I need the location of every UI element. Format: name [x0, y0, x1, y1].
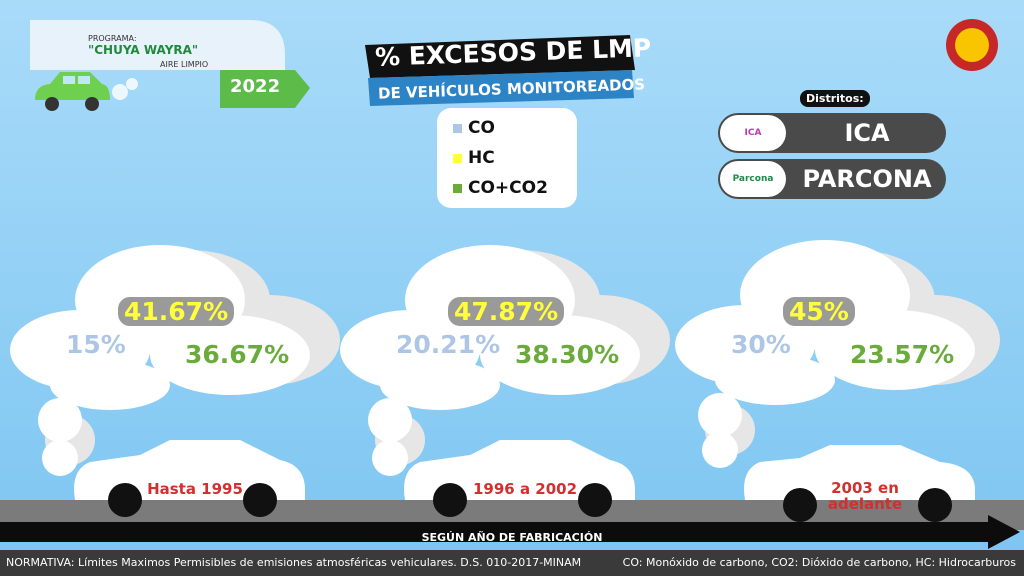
co-value: 15% [66, 330, 126, 359]
year: 2022 [230, 76, 281, 97]
legend-label: CO [468, 118, 495, 138]
subtitle-bg [368, 70, 634, 106]
legend-label: CO+CO2 [468, 178, 548, 198]
co-co2-value: 23.57% [850, 340, 955, 369]
district-pill: Parcona PARCONA [718, 159, 946, 199]
hc-value: 41.67% [118, 297, 235, 326]
legend-swatch [453, 124, 462, 133]
co-value: 30% [731, 330, 791, 359]
footer-norm: NORMATIVA: Límites Maximos Permisibles d… [6, 556, 582, 569]
green-car [35, 72, 138, 111]
axis-label: SEGÚN AÑO DE FABRICACIÓN [421, 531, 603, 544]
district-logo: ICA [720, 115, 786, 151]
program-label: PROGRAMA: [88, 34, 137, 43]
footer-bg [0, 550, 1024, 576]
axis-bar [0, 522, 990, 542]
title-bg [365, 35, 635, 78]
co-co2-value: 38.30% [515, 340, 620, 369]
hc-value: 47.87% [448, 297, 565, 326]
co-co2-value: 36.67% [185, 340, 290, 369]
district-name: PARCONA [802, 165, 932, 193]
hc-value: 45% [783, 297, 855, 326]
program-subtitle: AIRE LIMPIO [160, 60, 209, 69]
period-label: Hasta 1995 [147, 480, 243, 498]
district-logo: Parcona [720, 161, 786, 197]
clouds [10, 240, 975, 476]
period-label: 1996 a 2002 [472, 480, 578, 498]
uni-logo-inner [955, 28, 989, 62]
program-banner [30, 20, 285, 70]
footer-abbrev: CO: Monóxido de carbono, CO2: Dióxido de… [622, 556, 1016, 569]
district-name: ICA [844, 119, 890, 147]
legend-box [437, 108, 577, 208]
cars [74, 440, 975, 522]
program-name: "CHUYA WAYRA" [88, 43, 199, 57]
legend-swatch [453, 154, 462, 163]
co-value: 20.21% [396, 330, 501, 359]
period-label: 2003 en adelante [827, 479, 903, 513]
axis-arrow [988, 515, 1020, 549]
legend-label: HC [468, 148, 495, 168]
legend-swatch [453, 184, 462, 193]
district-pill: ICA ICA [718, 113, 946, 153]
districts-label: Distritos: [800, 90, 870, 107]
year-arrow [220, 70, 310, 108]
